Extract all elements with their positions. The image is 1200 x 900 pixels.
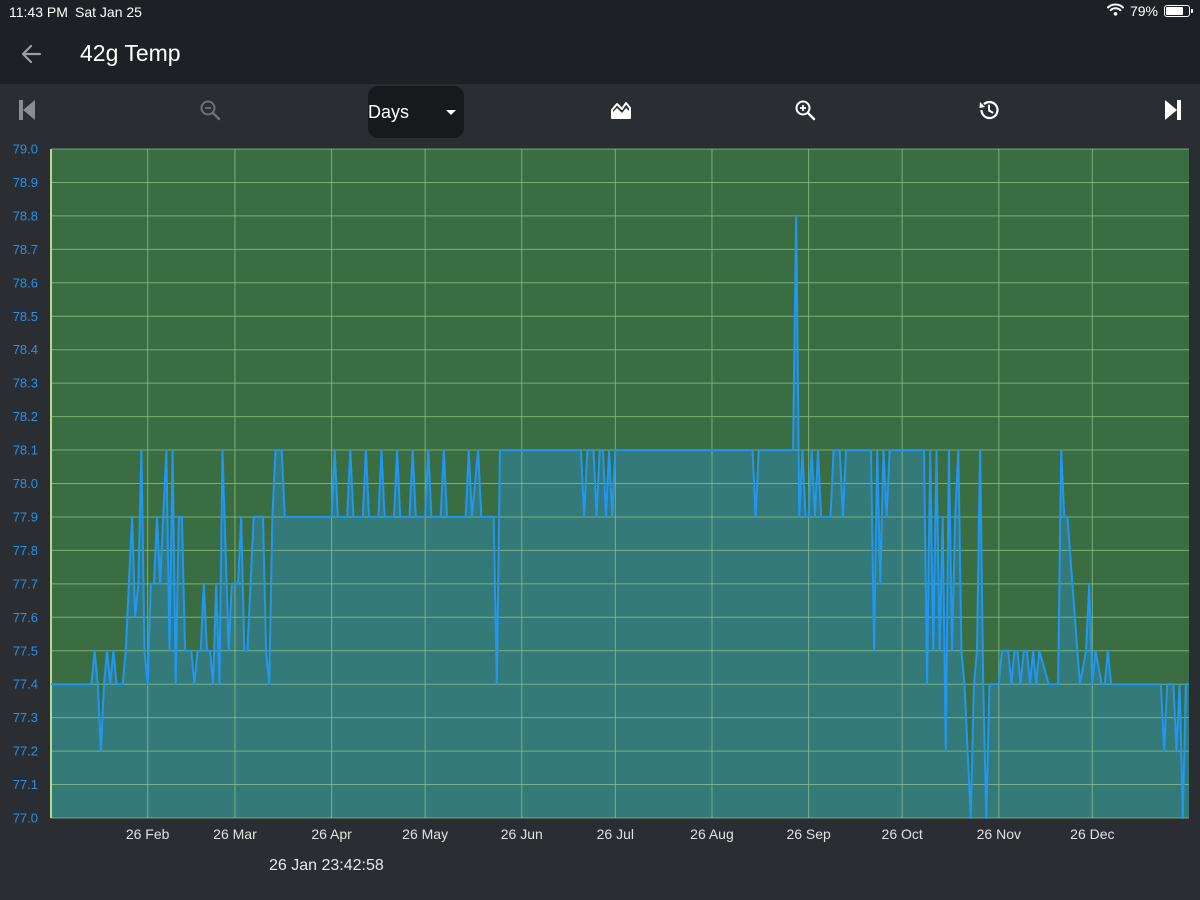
zoom-out-icon <box>198 98 222 127</box>
zoom-in-button[interactable] <box>789 96 821 128</box>
status-date: Sat Jan 25 <box>75 4 142 20</box>
skip-start-icon <box>16 98 38 127</box>
y-tick-label: 77.8 <box>13 543 38 558</box>
y-tick-label: 78.3 <box>13 376 38 391</box>
x-tick-label: 26 Feb <box>126 826 170 842</box>
skip-to-start-button[interactable] <box>11 96 43 128</box>
y-tick-label: 78.2 <box>13 409 38 424</box>
x-tick-label: 26 Sep <box>786 826 831 842</box>
y-tick-label: 77.3 <box>13 710 38 725</box>
zoom-in-icon <box>793 98 817 127</box>
x-tick-label: 26 Dec <box>1070 826 1114 842</box>
temperature-chart[interactable]: 77.0 77.1 77.2 77.3 77.4 77.5 77.6 77.7 77.8 77.9… <box>0 140 1200 852</box>
zoom-out-button[interactable] <box>194 96 226 128</box>
y-tick-label: 78.4 <box>13 342 38 357</box>
battery-fill <box>1166 7 1183 15</box>
y-tick-label: 77.4 <box>13 677 38 692</box>
y-tick-label: 79.0 <box>13 142 38 157</box>
x-tick-label: 26 Jun <box>501 826 543 842</box>
range-select[interactable]: Days <box>368 86 464 138</box>
skip-to-end-button[interactable] <box>1157 96 1189 128</box>
range-select-value: Days <box>368 102 410 122</box>
y-tick-label: 77.9 <box>13 509 38 524</box>
x-tick-label: 26 Nov <box>977 826 1021 842</box>
y-tick-label: 78.9 <box>13 175 38 190</box>
y-tick-label: 78.0 <box>13 476 38 491</box>
y-tick-label: 77.2 <box>13 744 38 759</box>
area-chart-icon <box>609 98 633 127</box>
y-tick-label: 77.5 <box>13 643 38 658</box>
y-tick-label: 77.7 <box>13 576 38 591</box>
y-tick-label: 78.6 <box>13 275 38 290</box>
page-title: 42g Temp <box>80 40 181 66</box>
status-time: 11:43 PM <box>9 4 68 20</box>
y-tick-label: 78.7 <box>13 242 38 257</box>
battery-icon <box>1164 5 1193 17</box>
y-tick-label: 78.8 <box>13 208 38 223</box>
wifi-icon <box>1106 3 1124 19</box>
y-tick-label: 78.5 <box>13 309 38 324</box>
status-right: 79% <box>1106 3 1193 19</box>
skip-end-icon <box>1162 98 1184 127</box>
x-tick-label: 26 Mar <box>213 826 257 842</box>
x-tick-label: 26 May <box>402 826 448 842</box>
series-line <box>51 214 1189 819</box>
x-tick-label: 26 Oct <box>882 826 923 842</box>
history-icon <box>976 97 1002 128</box>
chart-toolbar <box>0 84 1200 140</box>
x-tick-label: 26 Jul <box>597 826 634 842</box>
back-button[interactable] <box>18 41 46 67</box>
history-button[interactable] <box>973 96 1005 128</box>
y-tick-label: 78.1 <box>13 443 38 458</box>
chart-timestamp: 26 Jan 23:42:58 <box>269 857 384 874</box>
y-tick-label: 77.6 <box>13 610 38 625</box>
y-tick-label: 77.1 <box>13 777 38 792</box>
status-bar: 11:43 PM Sat Jan 25 79% <box>0 0 1200 24</box>
x-tick-label: 26 Aug <box>690 826 734 842</box>
battery-percent: 79% <box>1129 3 1158 19</box>
arrow-left-icon <box>18 44 46 71</box>
x-tick-label: 26 Apr <box>311 826 352 842</box>
y-tick-label: 77.0 <box>13 811 38 826</box>
chevron-down-icon <box>446 110 456 115</box>
chart-style-button[interactable] <box>605 96 637 128</box>
app-bar: 42g Temp <box>0 24 1200 84</box>
